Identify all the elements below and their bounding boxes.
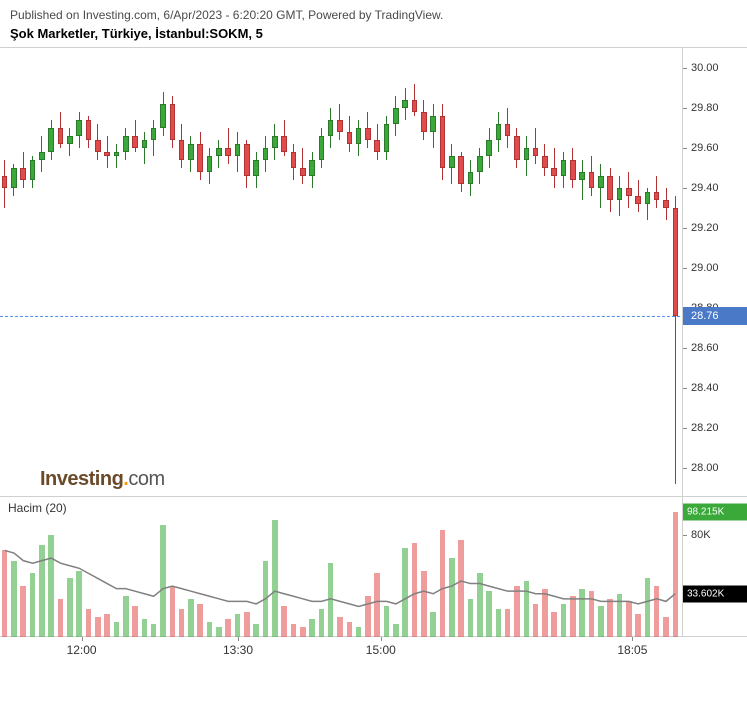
- volume-y-axis: 80K 98.215K 33.602K: [682, 497, 747, 637]
- y-tick: 28.00: [683, 462, 747, 474]
- current-volume-badge: 98.215K: [683, 504, 747, 521]
- y-tick: 29.40: [683, 182, 747, 194]
- y-tick: 28.40: [683, 382, 747, 394]
- volume-ma-badge: 33.602K: [683, 585, 747, 602]
- x-tick: 13:30: [223, 643, 253, 657]
- price-chart[interactable]: 28.0028.2028.4028.6028.8029.0029.2029.40…: [0, 47, 747, 497]
- logo-text-inv: Investing: [40, 468, 123, 490]
- y-tick: 29.20: [683, 222, 747, 234]
- symbol-title: Şok Marketler, Türkiye, İstanbul:SOKM, 5: [10, 26, 263, 41]
- price-y-axis: 28.0028.2028.4028.6028.8029.0029.2029.40…: [682, 48, 747, 498]
- current-price-badge: 28.76: [683, 307, 747, 325]
- chart-title: Şok Marketler, Türkiye, İstanbul:SOKM, 5: [0, 26, 747, 47]
- y-tick: 30.00: [683, 62, 747, 74]
- current-price-line: [0, 316, 680, 317]
- y-tick: 29.00: [683, 262, 747, 274]
- x-tick: 15:00: [366, 643, 396, 657]
- x-tick: 18:05: [617, 643, 647, 657]
- investing-logo: Investing.com: [40, 468, 165, 491]
- vol-y-tick: 80K: [683, 529, 747, 541]
- publish-text: Published on Investing.com, 6/Apr/2023 -…: [10, 8, 443, 22]
- y-tick: 29.60: [683, 142, 747, 154]
- volume-ma-line: [0, 497, 680, 637]
- price-plot-area[interactable]: [0, 48, 680, 498]
- volume-chart[interactable]: Hacim (20) 80K98.215K33.602K: [0, 497, 747, 637]
- y-tick: 29.80: [683, 102, 747, 114]
- publish-header: Published on Investing.com, 6/Apr/2023 -…: [0, 0, 747, 26]
- y-tick: 28.20: [683, 422, 747, 434]
- logo-text-com: com: [128, 468, 164, 490]
- x-tick: 12:00: [67, 643, 97, 657]
- y-tick: 28.60: [683, 342, 747, 354]
- time-x-axis: 12:00 13:30 15:00 18:05: [0, 637, 747, 667]
